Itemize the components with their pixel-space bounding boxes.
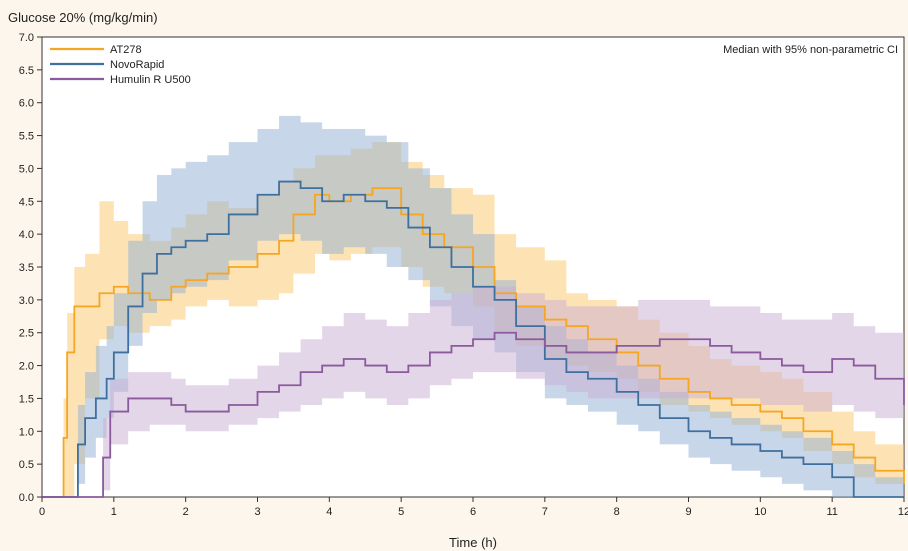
y-tick-label: 4.5 [19, 196, 34, 208]
x-tick-label: 0 [39, 506, 45, 518]
y-tick-label: 6.5 [19, 65, 34, 77]
x-axis-title: Time (h) [449, 535, 497, 550]
x-tick-label: 5 [398, 506, 404, 518]
legend-label-at278: AT278 [110, 44, 142, 56]
y-axis: 0.0 0.5 1.0 1.5 2.0 2.5 3.0 3.5 4.0 4.5 5.0 5.5 6.0 6… [19, 32, 42, 504]
legend: AT278 NovoRapid Humulin R U500 [50, 44, 191, 86]
y-tick-label: 0.5 [19, 459, 34, 471]
y-tick-label: 1.5 [19, 393, 34, 405]
legend-label-novorapid: NovoRapid [110, 59, 164, 71]
y-tick-label: 5.5 [19, 131, 34, 143]
x-tick-label: 2 [183, 506, 189, 518]
median-lines [42, 180, 905, 498]
y-axis-title: Glucose 20% (mg/kg/min) [8, 10, 158, 25]
x-tick-label: 8 [614, 506, 620, 518]
y-tick-label: 2.0 [19, 361, 34, 373]
y-tick-label: 2.5 [19, 328, 34, 340]
x-tick-label: 6 [470, 506, 476, 518]
x-tick-label: 3 [254, 506, 260, 518]
y-tick-label: 5.0 [19, 163, 34, 175]
y-tick-label: 3.5 [19, 262, 34, 274]
median-line-novorapid [42, 180, 904, 498]
y-tick-label: 7.0 [19, 32, 34, 44]
x-tick-label: 9 [685, 506, 691, 518]
y-tick-label: 6.0 [19, 98, 34, 110]
median-line-humulin-r-u500 [42, 331, 905, 498]
legend-label-humulin-r-u500: Humulin R U500 [110, 74, 191, 86]
x-tick-label: 12 [898, 506, 908, 518]
x-tick-label: 7 [542, 506, 548, 518]
y-tick-label: 4.0 [19, 229, 34, 241]
x-tick-label: 10 [754, 506, 766, 518]
x-tick-label: 11 [826, 506, 837, 518]
median-line-at278 [42, 187, 905, 498]
y-tick-label: 0.0 [19, 492, 34, 504]
y-tick-label: 3.0 [19, 295, 34, 307]
y-tick-label: 1.0 [19, 426, 34, 438]
ci-annotation: Median with 95% non-parametric CI [723, 44, 898, 56]
x-tick-label: 1 [111, 506, 117, 518]
x-axis: 0 1 2 3 4 5 6 7 8 9 10 11 12 [39, 497, 908, 518]
x-tick-label: 4 [326, 506, 332, 518]
